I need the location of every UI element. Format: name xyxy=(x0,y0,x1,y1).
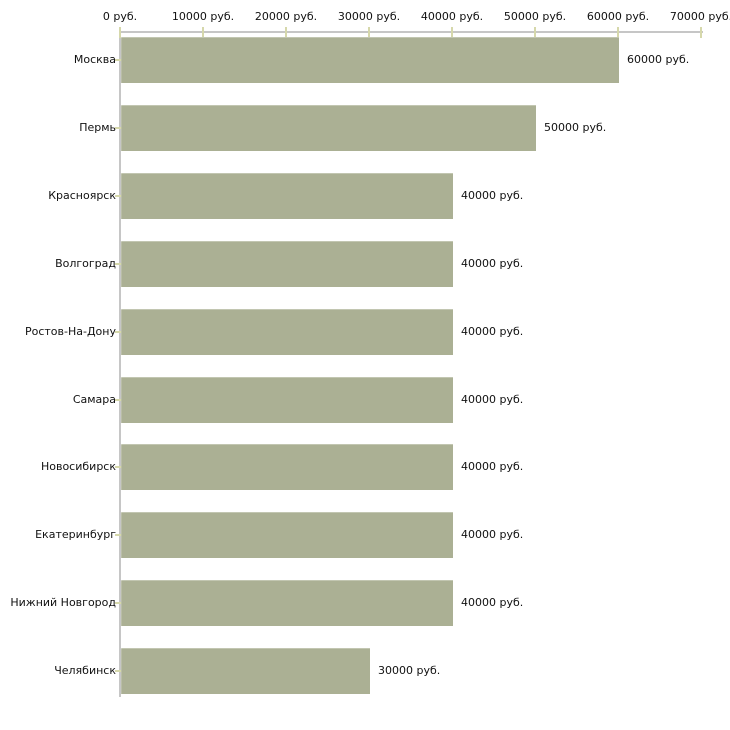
y-axis-line xyxy=(119,31,121,697)
bar-6 xyxy=(121,377,453,423)
x-axis-tick-mark xyxy=(617,27,619,38)
category-label: Красноярск xyxy=(48,189,116,202)
category-label: Новосибирск xyxy=(40,460,116,473)
bar-value-label: 40000 руб. xyxy=(461,528,524,541)
y-axis-tick-mark xyxy=(115,263,121,265)
y-axis-tick-mark xyxy=(115,195,121,197)
x-axis-tick-label: 20000 руб. xyxy=(254,10,318,23)
bar-5 xyxy=(121,309,453,355)
category-label: Волгоград xyxy=(55,257,116,270)
bar-value-label: 40000 руб. xyxy=(461,257,524,270)
category-label: Пермь xyxy=(79,121,116,134)
bar-value-label: 40000 руб. xyxy=(461,596,524,609)
bar-value-label: 40000 руб. xyxy=(461,189,524,202)
x-axis-tick-mark xyxy=(534,27,536,38)
x-axis-tick-mark xyxy=(285,27,287,38)
y-axis-tick-mark xyxy=(115,331,121,333)
x-axis-tick-label: 10000 руб. xyxy=(171,10,235,23)
bar-value-label: 30000 руб. xyxy=(378,664,441,677)
y-axis-tick-mark xyxy=(115,399,121,401)
category-label: Челябинск xyxy=(54,664,116,677)
bar-value-label: 60000 руб. xyxy=(627,53,690,66)
category-label: Екатеринбург xyxy=(35,528,116,541)
y-axis-tick-mark xyxy=(115,670,121,672)
bar-value-label: 50000 руб. xyxy=(544,121,607,134)
category-label: Ростов-На-Дону xyxy=(24,325,116,338)
bar-9 xyxy=(121,580,453,626)
x-axis-tick-mark xyxy=(202,27,204,38)
category-label: Самара xyxy=(72,393,116,406)
x-axis-tick-mark xyxy=(368,27,370,38)
x-axis-tick-label: 40000 руб. xyxy=(420,10,484,23)
bar-4 xyxy=(121,241,453,287)
bar-8 xyxy=(121,512,453,558)
bar-3 xyxy=(121,173,453,219)
x-axis-tick-label: 70000 руб. xyxy=(669,10,730,23)
bar-10 xyxy=(121,648,370,694)
category-label: Москва xyxy=(73,53,116,66)
y-axis-tick-mark xyxy=(115,127,121,129)
bar-value-label: 40000 руб. xyxy=(461,460,524,473)
category-label: Нижний Новгород xyxy=(10,596,116,609)
bar-2 xyxy=(121,105,536,151)
bar-value-label: 40000 руб. xyxy=(461,393,524,406)
x-axis-tick-label: 30000 руб. xyxy=(337,10,401,23)
bar-value-label: 40000 руб. xyxy=(461,325,524,338)
y-axis-tick-mark xyxy=(115,534,121,536)
x-axis-tick-mark xyxy=(119,27,121,38)
x-axis-line xyxy=(119,31,703,33)
x-axis-tick-mark xyxy=(451,27,453,38)
bar-1 xyxy=(121,37,619,83)
bar-7 xyxy=(121,444,453,490)
y-axis-tick-mark xyxy=(115,59,121,61)
y-axis-tick-mark xyxy=(115,602,121,604)
x-axis-tick-label: 60000 руб. xyxy=(586,10,650,23)
y-axis-tick-mark xyxy=(115,466,121,468)
x-axis-tick-label: 50000 руб. xyxy=(503,10,567,23)
x-axis-tick-label: 0 руб. xyxy=(102,10,138,23)
x-axis-tick-mark xyxy=(700,27,702,38)
